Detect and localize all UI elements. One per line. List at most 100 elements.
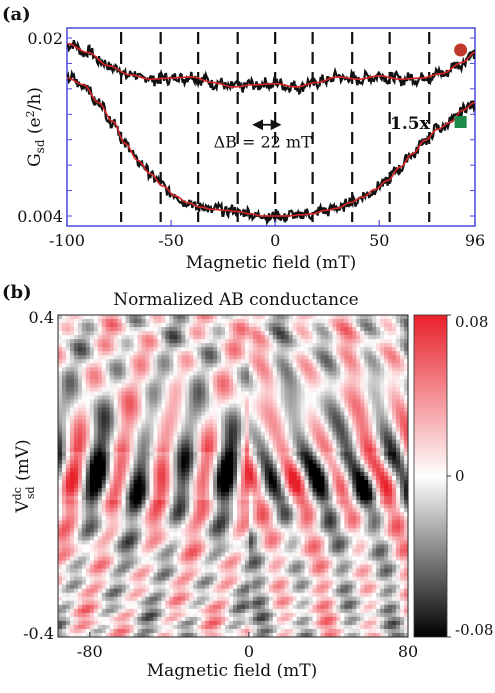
- heatmap-cell: [189, 331, 194, 336]
- heatmap-cell: [141, 323, 147, 328]
- heatmap-cell: [121, 411, 127, 417]
- heatmap-cell: [284, 359, 290, 364]
- heatmap-cell: [272, 411, 278, 417]
- heatmap-cell: [161, 484, 166, 489]
- heatmap-cell: [288, 387, 294, 393]
- heatmap-cell: [352, 319, 357, 324]
- heatmap-cell: [260, 439, 266, 445]
- heatmap-cell: [157, 375, 163, 381]
- heatmap-cell: [404, 532, 408, 537]
- heatmap-cell: [125, 363, 131, 368]
- heatmap-cell: [197, 536, 202, 542]
- heatmap-cell: [189, 335, 194, 340]
- heatmap-cell: [189, 480, 194, 485]
- heatmap-cell: [161, 508, 166, 513]
- heatmap-cell: [288, 347, 294, 352]
- heatmap-cell: [300, 459, 306, 465]
- heatmap-cell: [260, 471, 266, 477]
- heatmap-cell: [169, 359, 174, 364]
- heatmap-cell: [392, 363, 397, 368]
- heatmap-cell: [384, 463, 389, 469]
- heatmap-cell: [77, 347, 83, 352]
- heatmap-cell: [133, 463, 139, 469]
- heatmap-cell: [93, 476, 99, 481]
- heatmap-cell: [157, 367, 163, 372]
- heatmap-cell: [284, 532, 290, 537]
- heatmap-cell: [356, 476, 361, 481]
- heatmap-cell: [392, 516, 397, 521]
- heatmap-cell: [280, 367, 286, 372]
- heatmap-cell: [213, 419, 218, 425]
- heatmap-cell: [360, 508, 365, 513]
- heatmap-cell: [189, 423, 194, 429]
- heatmap-cell: [256, 492, 262, 497]
- heatmap-cell: [272, 520, 278, 525]
- heatmap-cell: [404, 327, 408, 332]
- heatmap-cell: [85, 367, 91, 372]
- heatmap-cell: [145, 383, 151, 389]
- heatmap-cell: [372, 427, 377, 433]
- heatmap-cell: [360, 520, 365, 525]
- heatmap-cell: [85, 504, 91, 509]
- heatmap-cell: [185, 480, 190, 485]
- panel-a-series: [67, 39, 475, 226]
- heatmap-cell: [384, 399, 389, 405]
- heatmap-cell: [137, 371, 143, 376]
- heatmap-cell: [69, 387, 75, 393]
- heatmap-cell: [260, 399, 266, 405]
- heatmap-cell: [161, 323, 166, 328]
- heatmap-cell: [368, 331, 373, 336]
- heatmap-cell: [61, 520, 67, 525]
- heatmap-cell: [101, 403, 107, 409]
- heatmap-cell: [252, 415, 258, 421]
- heatmap-cell: [153, 520, 159, 525]
- heatmap-cell: [149, 335, 155, 340]
- heatmap-cell: [376, 536, 381, 542]
- heatmap-cell: [376, 500, 381, 505]
- heatmap-cell: [324, 387, 330, 393]
- heatmap-cell: [280, 335, 286, 340]
- heatmap-cell: [145, 371, 151, 376]
- heatmap-cell: [153, 363, 159, 368]
- heatmap-cell: [300, 391, 306, 397]
- heatmap-cell: [81, 516, 87, 521]
- heatmap-cell: [268, 480, 274, 485]
- heatmap-cell: [272, 471, 278, 477]
- heatmap-cell: [169, 480, 174, 485]
- heatmap-cell: [121, 451, 127, 457]
- heatmap-cell: [312, 391, 318, 397]
- heatmap-cell: [205, 496, 210, 501]
- heatmap-cell: [268, 459, 274, 465]
- heatmap-cell: [113, 347, 119, 352]
- heatmap-cell: [336, 407, 341, 413]
- heatmap-cell: [288, 480, 294, 485]
- heatmap-cell: [244, 488, 250, 493]
- heatmap-cell: [65, 500, 71, 505]
- heatmap-cell: [157, 463, 163, 469]
- heatmap-cell: [396, 480, 401, 485]
- heatmap-cell: [292, 435, 298, 441]
- heatmap-cell: [236, 532, 242, 537]
- heatmap-cell: [161, 351, 166, 356]
- heatmap-cell: [193, 419, 198, 425]
- heatmap-cell: [396, 367, 401, 372]
- heatmap-cell: [221, 492, 226, 497]
- heatmap-cell: [404, 419, 408, 425]
- heatmap-cell: [225, 476, 230, 481]
- heatmap-cell: [272, 524, 278, 529]
- heatmap-cell: [129, 383, 135, 389]
- heatmap-cell: [308, 492, 314, 497]
- heatmap-cell: [400, 504, 405, 509]
- heatmap-cell: [61, 471, 67, 477]
- heatmap-cell: [324, 484, 330, 489]
- heatmap-cell: [129, 532, 135, 537]
- heatmap-cell: [244, 331, 250, 336]
- heatmap-cell: [145, 476, 151, 481]
- heatmap-cell: [384, 315, 389, 320]
- heatmap-cell: [340, 451, 345, 457]
- heatmap-cell: [233, 339, 238, 344]
- heatmap-cell: [225, 431, 230, 437]
- heatmap-cell: [165, 504, 170, 509]
- heatmap-cell: [304, 411, 310, 417]
- heatmap-cell: [209, 355, 214, 360]
